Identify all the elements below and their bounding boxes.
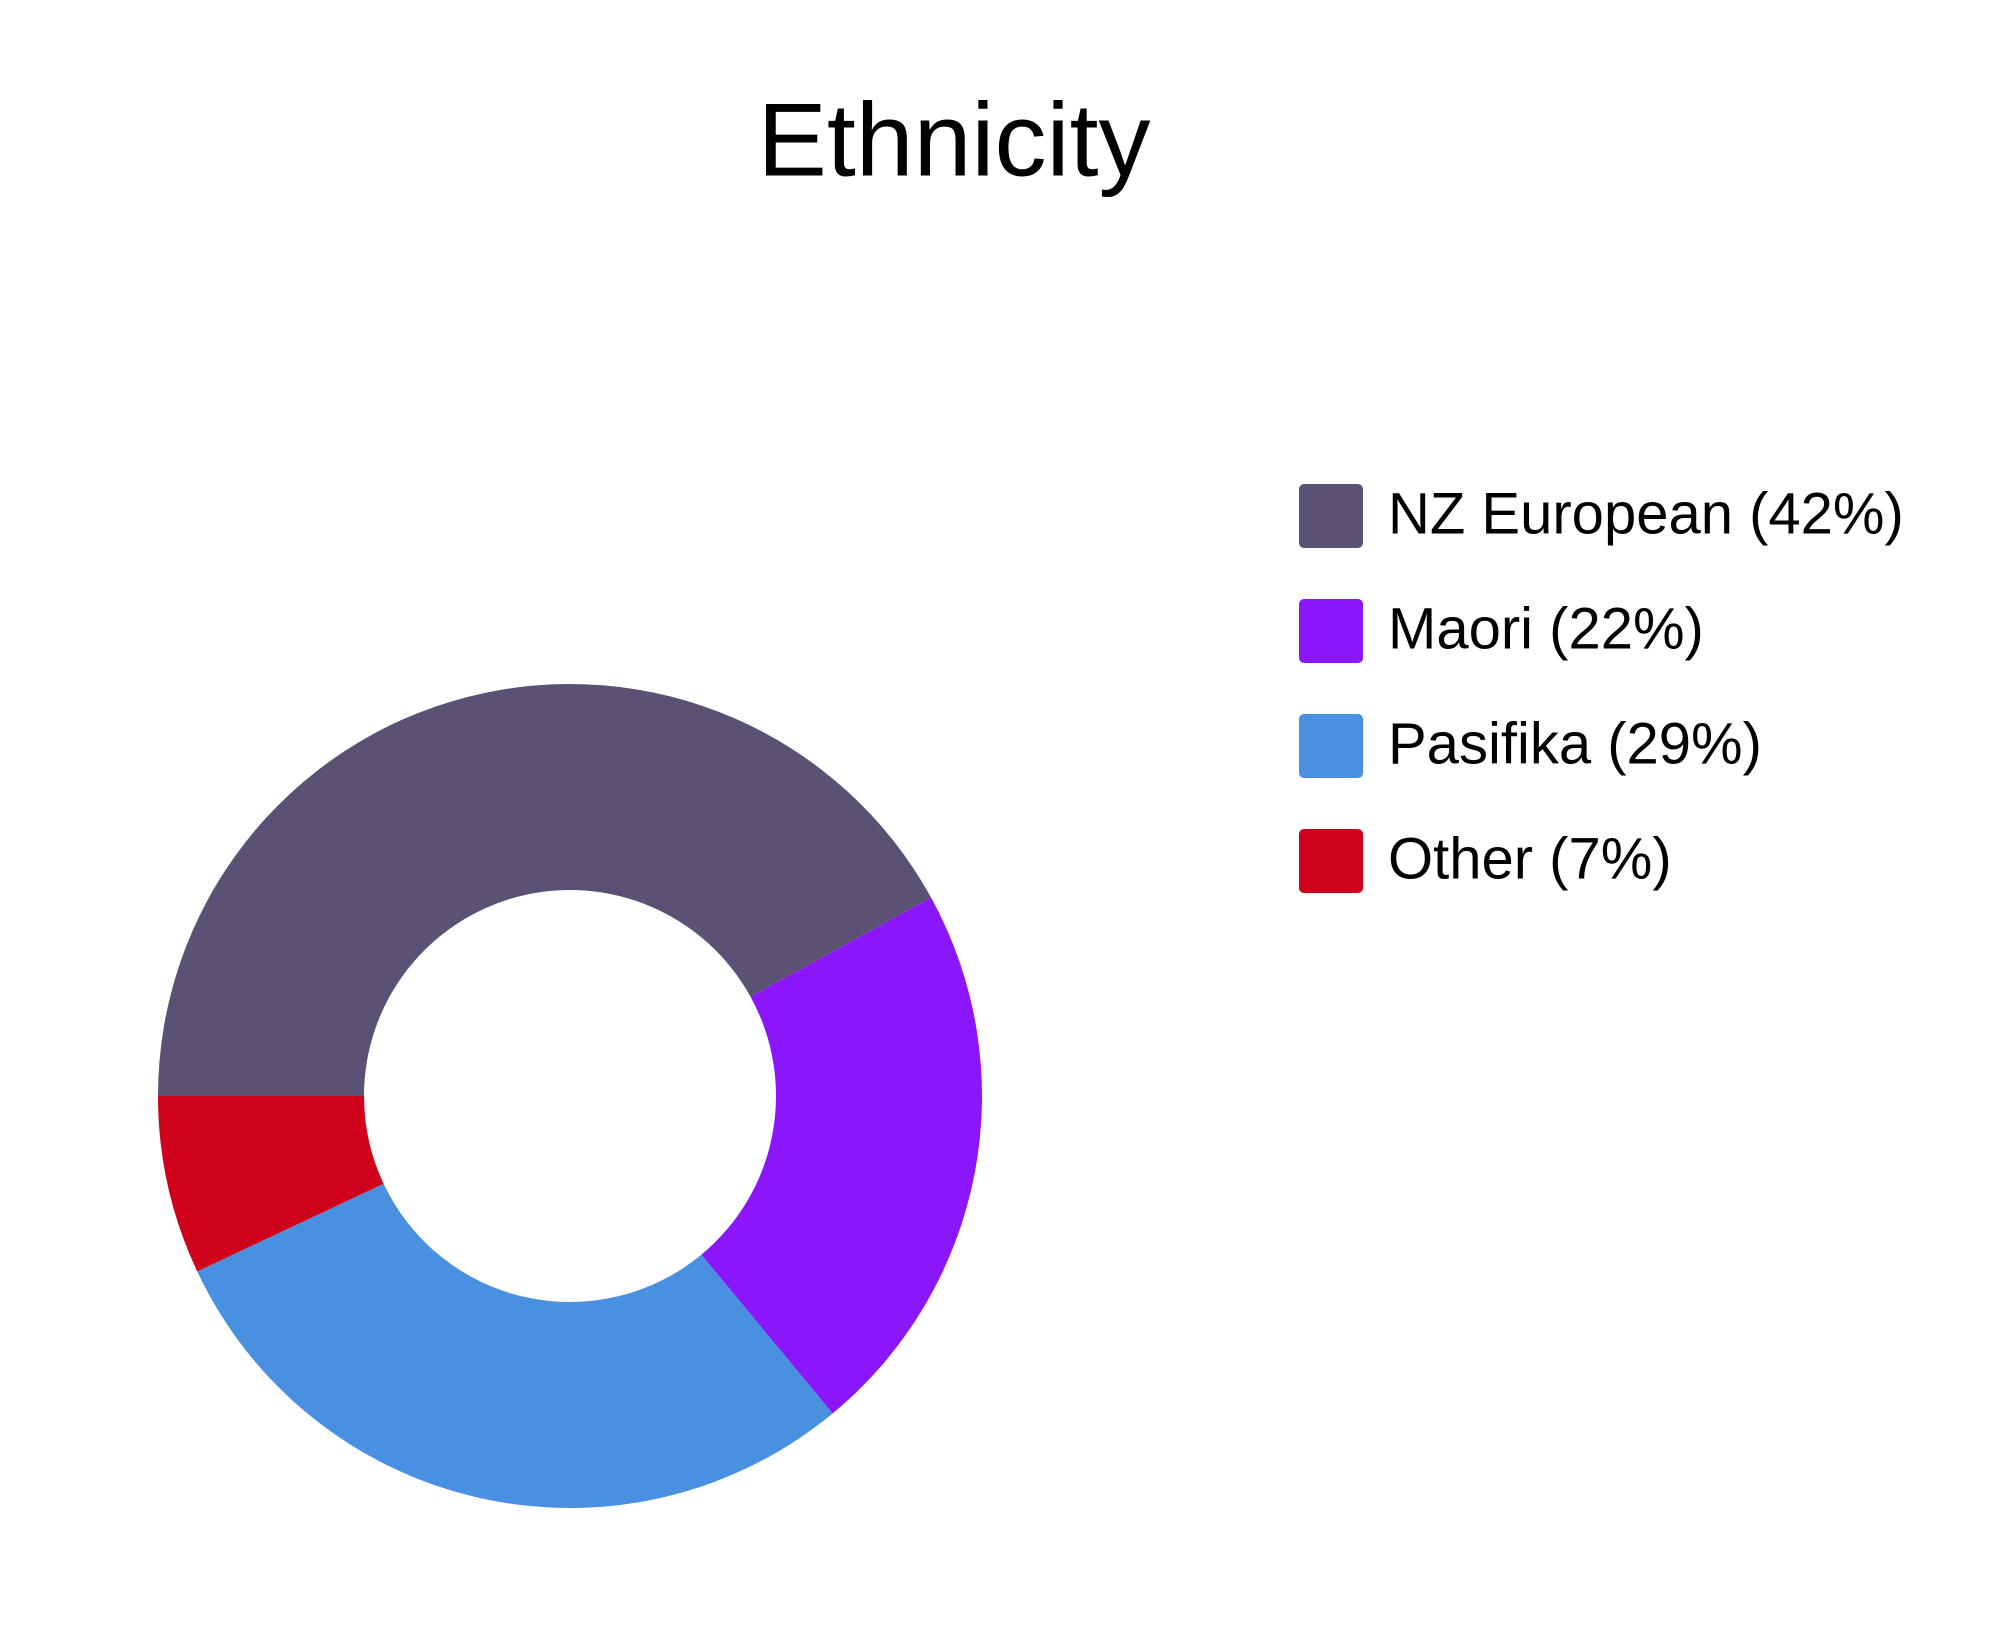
legend-swatch [1299, 714, 1363, 778]
legend-label: Pasifika (29%) [1388, 711, 1762, 776]
legend-swatch [1299, 599, 1363, 663]
legend-label: NZ European (42%) [1388, 481, 1904, 546]
legend-label: Maori (22%) [1388, 596, 1704, 661]
donut-slice [158, 1096, 384, 1272]
legend-swatch [1299, 829, 1363, 893]
legend-label: Other (7%) [1388, 826, 1672, 891]
donut-slice [701, 897, 983, 1414]
donut-slice [158, 683, 932, 1096]
donut-slice [197, 1183, 833, 1508]
legend-swatch [1299, 484, 1363, 548]
chart-title: Ethnicity [757, 82, 1150, 198]
